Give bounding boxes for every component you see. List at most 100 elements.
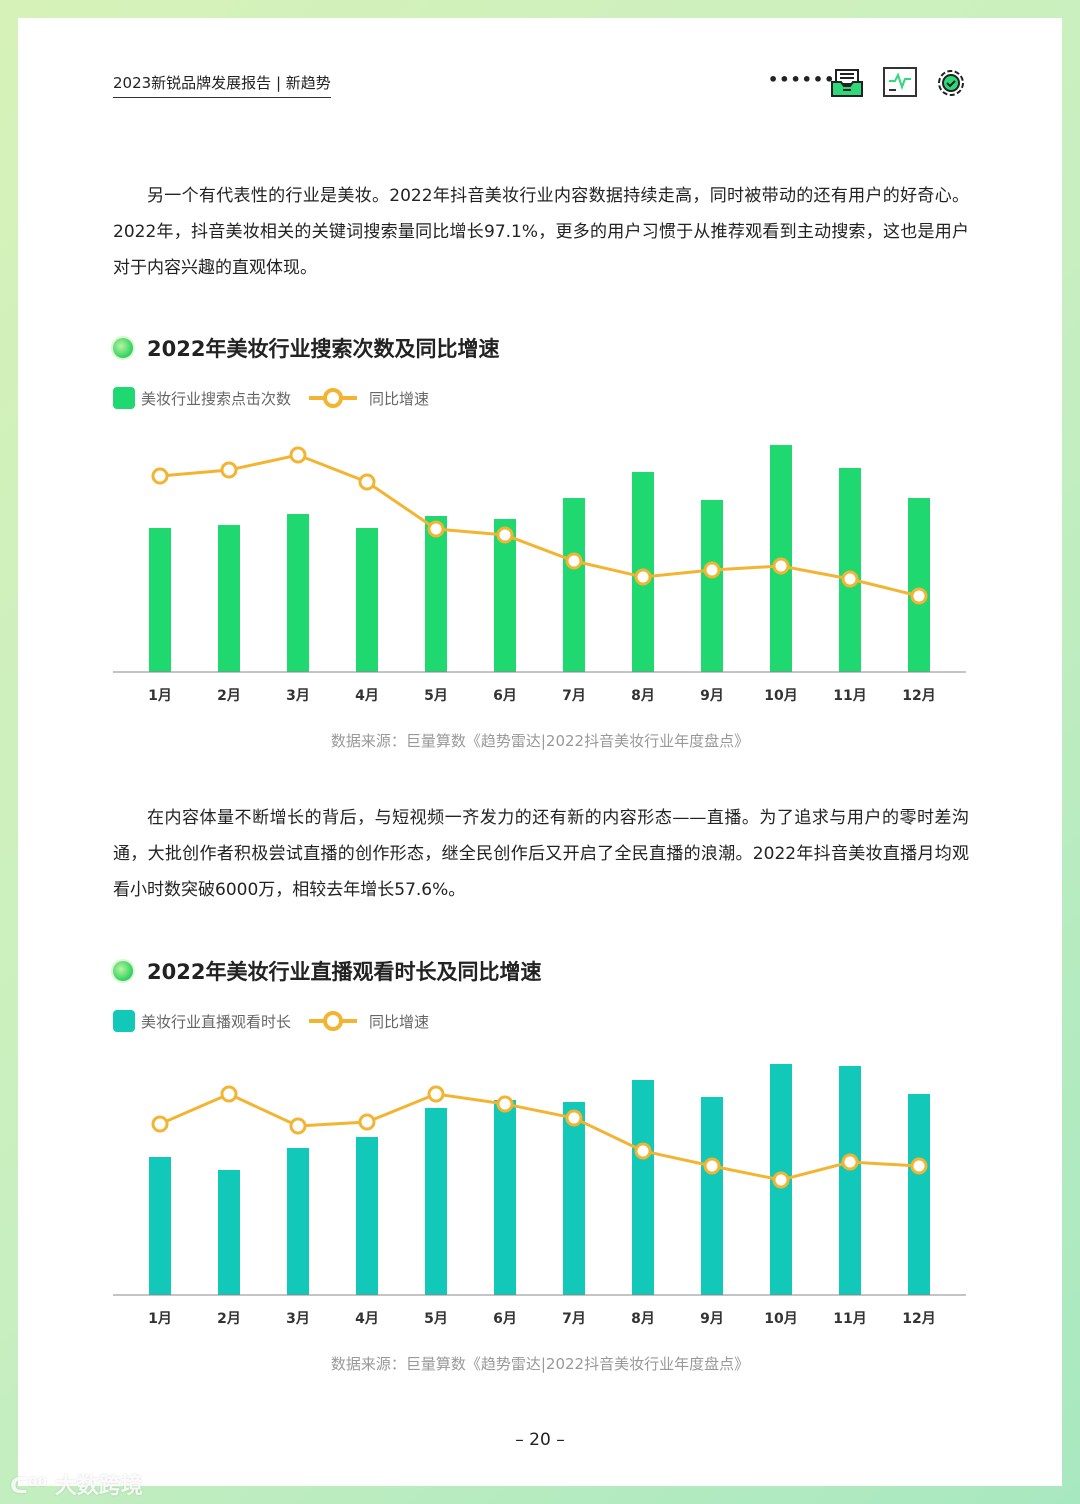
gear-check-icon[interactable] xyxy=(934,66,968,100)
x-tick-label: 12月 xyxy=(902,1311,935,1327)
x-tick-label: 11月 xyxy=(833,1311,866,1327)
growth-point xyxy=(496,1095,514,1113)
x-tick-label: 1月 xyxy=(148,688,172,704)
chart2-title: 2022年美妆行业直播观看时长及同比增速 xyxy=(113,956,541,986)
bar xyxy=(425,1108,447,1295)
watermark-logo: ᑕ⁰⁰ 大数跨境 xyxy=(10,1474,143,1499)
chart1-title-text: 2022年美妆行业搜索次数及同比增速 xyxy=(147,337,500,361)
growth-point xyxy=(220,1085,238,1103)
growth-point xyxy=(910,587,928,605)
x-tick-label: 1月 xyxy=(148,1311,172,1327)
chart2-source: 数据来源：巨量算数《趋势雷达|2022抖音美妆行业年度盘点》 xyxy=(330,1355,750,1373)
growth-point xyxy=(565,1109,583,1127)
bar xyxy=(494,519,516,672)
x-tick-label: 10月 xyxy=(764,688,797,704)
bar xyxy=(839,468,861,672)
growth-point xyxy=(772,557,790,575)
x-tick-label: 8月 xyxy=(631,688,655,704)
chart1-plot: 1月 2月 3月 4月 5月 6月 7月 8月 9月 10月 11月 12月 xyxy=(113,445,966,704)
x-tick-label: 9月 xyxy=(700,1311,724,1327)
growth-point xyxy=(358,473,376,491)
legend-line-swatch xyxy=(309,1011,358,1031)
legend-bar-label: 美妆行业直播观看时长 xyxy=(141,1012,292,1031)
x-tick-label: 6月 xyxy=(493,1311,517,1327)
bar xyxy=(839,1066,861,1295)
legend-line-label: 同比增速 xyxy=(369,389,430,408)
x-tick-label: 5月 xyxy=(424,688,448,704)
growth-point xyxy=(910,1157,928,1175)
x-tick-label: 8月 xyxy=(631,1311,655,1327)
bar xyxy=(908,1094,930,1295)
growth-point xyxy=(772,1171,790,1189)
report-title: 2023新锐品牌发展报告 | 新趋势 xyxy=(113,72,331,98)
bar xyxy=(356,528,378,672)
growth-point xyxy=(289,1117,307,1135)
bar xyxy=(356,1137,378,1295)
chart2-title-text: 2022年美妆行业直播观看时长及同比增速 xyxy=(147,960,542,984)
legend-line-label: 同比增速 xyxy=(369,1012,430,1031)
legend-bar-swatch xyxy=(113,387,135,409)
x-tick-label: 6月 xyxy=(493,688,517,704)
live-paragraph: 在内容体量不断增长的背后，与短视频一齐发力的还有新的内容形态——直播。为了追求与… xyxy=(113,808,969,900)
growth-point xyxy=(841,570,859,588)
bar xyxy=(908,498,930,672)
x-tick-label: 4月 xyxy=(355,1311,379,1327)
x-tick-label: 3月 xyxy=(286,688,310,704)
legend-line-swatch xyxy=(309,388,358,408)
growth-point xyxy=(427,1085,445,1103)
intro-paragraph: 另一个有代表性的行业是美妆。2022年抖音美妆行业内容数据持续走高，同时被带动的… xyxy=(113,186,969,278)
chart1-title: 2022年美妆行业搜索次数及同比增速 xyxy=(113,333,499,363)
bar xyxy=(701,500,723,672)
growth-line xyxy=(159,453,920,598)
growth-point xyxy=(427,520,445,538)
bar xyxy=(425,516,447,672)
x-tick-label: 12月 xyxy=(902,688,935,704)
bar xyxy=(632,1080,654,1295)
bar xyxy=(149,528,171,672)
chart2-plot: 1月 2月 3月 4月 5月 6月 7月 8月 9月 10月 11月 12月 xyxy=(113,1064,966,1327)
bar xyxy=(563,1102,585,1295)
page-number: – 20 – xyxy=(515,1430,565,1450)
growth-point xyxy=(703,561,721,579)
bar xyxy=(287,1148,309,1295)
growth-point xyxy=(151,467,169,485)
growth-point xyxy=(358,1113,376,1131)
x-tick-label: 5月 xyxy=(424,1311,448,1327)
growth-point xyxy=(496,526,514,544)
bar xyxy=(701,1097,723,1295)
x-tick-label: 7月 xyxy=(562,1311,586,1327)
growth-point xyxy=(703,1157,721,1175)
page xyxy=(18,18,1062,1486)
chart2-legend: 美妆行业直播观看时长 同比增速 xyxy=(113,1010,429,1032)
growth-line xyxy=(159,1092,920,1182)
bar xyxy=(494,1100,516,1295)
chart1-source: 数据来源：巨量算数《趋势雷达|2022抖音美妆行业年度盘点》 xyxy=(330,732,750,750)
x-tick-label: 11月 xyxy=(833,688,866,704)
bar xyxy=(149,1157,171,1295)
bar xyxy=(218,1170,240,1295)
bar xyxy=(218,525,240,672)
bullet-icon xyxy=(113,961,133,981)
x-tick-label: 10月 xyxy=(764,1311,797,1327)
x-tick-label: 4月 xyxy=(355,688,379,704)
chart1-legend: 美妆行业搜索点击次数 同比增速 xyxy=(113,387,429,409)
x-tick-label: 7月 xyxy=(562,688,586,704)
bar xyxy=(287,514,309,672)
x-tick-label: 3月 xyxy=(286,1311,310,1327)
monitor-chart-icon[interactable] xyxy=(883,67,917,99)
inbox-tray-icon[interactable] xyxy=(830,66,864,100)
growth-point xyxy=(220,461,238,479)
growth-point xyxy=(289,446,307,464)
growth-point xyxy=(841,1153,859,1171)
x-tick-label: 2月 xyxy=(217,1311,241,1327)
more-dots-icon[interactable]: •••••• xyxy=(768,70,836,89)
growth-point xyxy=(565,552,583,570)
legend-bar-label: 美妆行业搜索点击次数 xyxy=(141,389,292,408)
growth-point xyxy=(634,568,652,586)
growth-point xyxy=(151,1115,169,1133)
growth-point xyxy=(634,1142,652,1160)
x-tick-label: 2月 xyxy=(217,688,241,704)
bar xyxy=(563,498,585,672)
legend-bar-swatch xyxy=(113,1010,135,1032)
bullet-icon xyxy=(113,338,133,358)
